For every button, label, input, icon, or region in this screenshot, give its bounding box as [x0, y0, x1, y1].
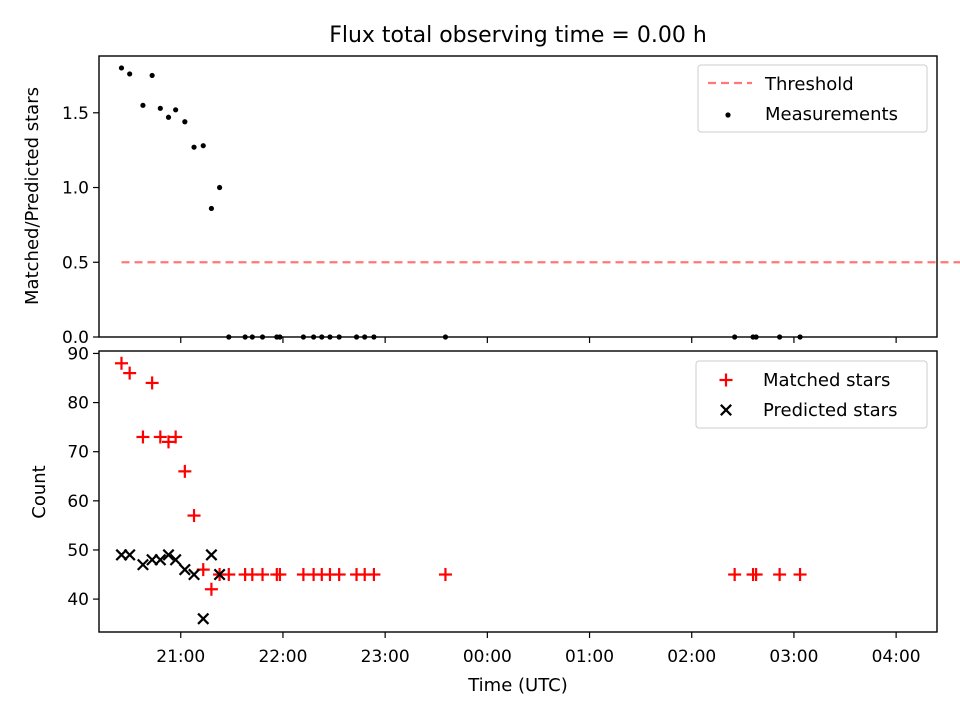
matched-star-point — [222, 568, 236, 582]
top-y-tick-label: 1.0 — [62, 179, 89, 199]
top-y-tick-label: 0.5 — [62, 253, 89, 273]
bottom-y-tick-label: 70 — [67, 443, 89, 463]
matched-star-point — [178, 464, 192, 478]
matched-star-point — [161, 435, 175, 449]
measurement-point — [442, 334, 449, 340]
measurement-point — [191, 144, 197, 150]
matched-star-point — [256, 568, 270, 582]
x-tick-label: 23:00 — [361, 647, 410, 667]
measurement-point — [753, 334, 759, 340]
matched-star-point — [749, 568, 763, 582]
matched-star-point — [169, 430, 183, 444]
bottom-y-tick-label: 40 — [67, 590, 89, 610]
measurement-point — [149, 72, 155, 79]
matched-star-point — [114, 356, 128, 370]
predicted-star-point — [213, 568, 226, 581]
predicted-legend-marker — [720, 404, 732, 416]
matched-star-point — [123, 366, 137, 380]
x-tick-label: 04:00 — [872, 647, 921, 667]
bottom-y-tick-label: 90 — [67, 344, 89, 364]
matched-star-point — [273, 568, 287, 582]
matched-star-point — [793, 568, 807, 582]
top-y-axis-label: Matched/Predicted stars — [22, 87, 43, 305]
measurement-point — [226, 334, 232, 340]
measurement-legend-label: Measurements — [765, 104, 898, 125]
x-tick-label: 22:00 — [258, 647, 307, 667]
predicted-star-point — [178, 563, 191, 576]
measurement-point — [319, 334, 325, 340]
measurement-point — [165, 114, 172, 120]
measurement-point — [208, 205, 215, 212]
x-tick-label: 21:00 — [156, 647, 205, 667]
measurement-point — [797, 334, 803, 340]
measurement-point — [140, 102, 146, 108]
measurement-point — [216, 184, 223, 191]
measurement-point — [362, 334, 368, 340]
predicted-star-point — [169, 553, 182, 566]
matched-legend-label: Matched stars — [763, 370, 890, 391]
matched-star-point — [438, 568, 452, 582]
predicted-star-point — [197, 612, 210, 625]
top-plot-frame — [98, 55, 938, 338]
matched-star-point — [332, 568, 346, 582]
predicted-star-point — [188, 568, 201, 581]
predicted-legend-label: Predicted stars — [763, 400, 897, 421]
figure-title: Flux total observing time = 0.00 h — [329, 23, 707, 48]
measurement-point — [200, 143, 206, 149]
measurement-legend-marker — [725, 112, 731, 118]
matched-star-point — [367, 568, 381, 582]
measurement-point — [127, 71, 133, 77]
bottom-legend: Matched stars Predicted stars — [695, 360, 928, 429]
top-legend-box — [697, 64, 928, 133]
predicted-star-point — [205, 548, 218, 561]
predicted-star-point — [136, 558, 149, 571]
measurement-point — [777, 334, 783, 340]
measurement-point — [371, 334, 377, 340]
matched-star-point — [773, 568, 787, 582]
measurement-point — [311, 334, 317, 340]
measurement-point — [327, 334, 333, 340]
matched-star-point — [187, 509, 201, 523]
x-tick-label: 02:00 — [667, 647, 716, 667]
x-tick-label: 03:00 — [769, 647, 818, 667]
bottom-y-tick-label: 80 — [67, 394, 89, 414]
predicted-star-point — [123, 548, 136, 561]
matched-legend-marker — [719, 373, 733, 387]
measurement-point — [300, 334, 306, 340]
threshold-legend-label: Threshold — [764, 74, 854, 95]
top-y-tick-label: 0.0 — [62, 328, 89, 348]
measurement-point — [173, 107, 179, 113]
measurement-point — [249, 334, 255, 340]
measurement-point — [182, 119, 188, 125]
measurement-point — [242, 334, 248, 340]
measurement-point — [732, 334, 738, 340]
top-plot: 0.0 0.5 1.0 1.5 Threshold Measurements — [62, 55, 960, 348]
x-tick-label: 01:00 — [565, 647, 614, 667]
top-legend: Threshold Measurements — [697, 64, 928, 133]
measurement-point — [259, 334, 266, 340]
bottom-y-tick-label: 60 — [67, 492, 89, 512]
top-y-tick-label: 1.5 — [62, 104, 89, 124]
matched-star-point — [145, 376, 159, 390]
measurement-point — [277, 334, 283, 340]
measurement-point — [353, 334, 360, 340]
predicted-star-point — [162, 548, 175, 561]
bottom-y-axis-label: Count — [29, 465, 50, 518]
measurement-point — [336, 334, 342, 340]
bottom-y-tick-label: 50 — [67, 541, 89, 561]
matched-star-point — [136, 430, 150, 444]
x-axis-label: Time (UTC) — [467, 675, 568, 696]
measurement-point — [118, 65, 125, 71]
matched-star-point — [153, 430, 167, 444]
x-tick-label: 00:00 — [463, 647, 512, 667]
matched-star-point — [728, 568, 742, 582]
matched-star-point — [204, 582, 218, 596]
bottom-legend-box — [695, 360, 928, 429]
bottom-plot: 40 50 60 70 80 90 21:00 22:00 23:00 00:00 01:00 02:… — [67, 344, 938, 667]
predicted-star-point — [154, 553, 167, 566]
bottom-plot-frame — [98, 350, 938, 633]
measurement-point — [157, 105, 163, 111]
